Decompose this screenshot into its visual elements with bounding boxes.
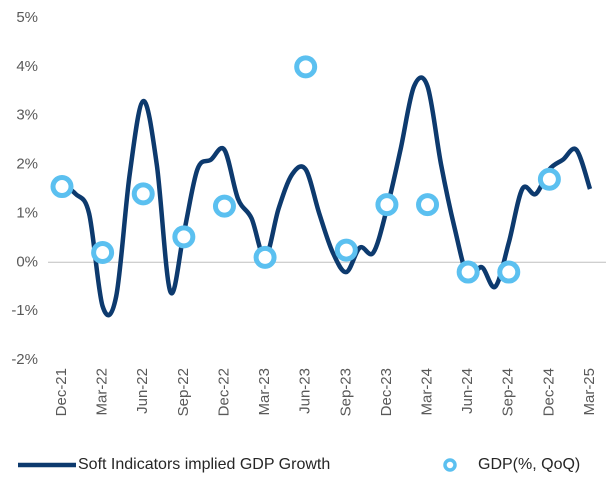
gdp-marker xyxy=(91,241,115,265)
x-tick-label: Mar-23 xyxy=(256,368,273,416)
legend-label: GDP(%, QoQ) xyxy=(478,456,580,473)
x-tick-label: Dec-22 xyxy=(215,368,232,416)
x-tick-label: Dec-21 xyxy=(53,368,70,416)
gdp-marker xyxy=(537,167,561,191)
x-tick-label: Jun-23 xyxy=(297,368,314,414)
x-tick-label: Jun-22 xyxy=(134,368,151,414)
y-tick-label: 3% xyxy=(16,107,38,124)
gdp-marker xyxy=(131,182,155,206)
legend-label: Soft Indicators implied GDP Growth xyxy=(78,456,330,473)
x-tick-label: Mar-22 xyxy=(94,368,111,416)
gdp-marker xyxy=(253,245,277,269)
x-tick-label: Jun-24 xyxy=(459,368,476,414)
x-tick-label: Sep-24 xyxy=(500,368,517,416)
x-tick-label: Sep-22 xyxy=(175,368,192,416)
line-series xyxy=(60,75,593,318)
y-tick-label: 4% xyxy=(16,58,38,75)
gdp-marker xyxy=(294,55,318,79)
y-tick-label: 0% xyxy=(16,253,38,270)
gdp-marker xyxy=(375,193,399,217)
gdp-marker xyxy=(456,260,480,284)
y-tick-label: 2% xyxy=(16,156,38,173)
gdp-marker xyxy=(172,225,196,249)
x-tick-label: Dec-23 xyxy=(378,368,395,416)
x-tick-label: Sep-23 xyxy=(337,368,354,416)
gdp-marker xyxy=(497,260,521,284)
gdp-marker xyxy=(334,238,358,262)
y-tick-label: 1% xyxy=(16,204,38,221)
y-tick-label: -2% xyxy=(11,351,38,368)
legend-marker xyxy=(443,458,457,472)
gdp-marker xyxy=(416,193,440,217)
x-tick-label: Mar-25 xyxy=(581,368,598,416)
x-tick-label: Mar-24 xyxy=(419,368,436,416)
gdp-marker xyxy=(50,175,74,199)
x-tick-label: Dec-24 xyxy=(540,368,557,416)
y-tick-label: -1% xyxy=(11,302,38,319)
y-tick-label: 5% xyxy=(16,9,38,26)
gdp-marker xyxy=(212,194,236,218)
